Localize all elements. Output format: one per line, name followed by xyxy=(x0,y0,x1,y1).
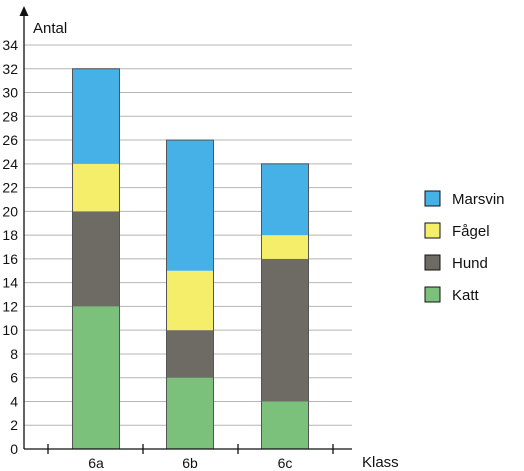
bar-segment-6b-katt xyxy=(166,377,214,449)
bar-segment-6a-katt xyxy=(72,306,120,449)
y-tick-label: 30 xyxy=(2,85,18,101)
y-tick-label: 32 xyxy=(2,61,18,77)
x-tick-label: 6c xyxy=(278,455,293,471)
axes xyxy=(19,6,352,450)
y-tick-label: 16 xyxy=(2,251,18,267)
x-tick-label: 6b xyxy=(182,455,198,471)
bar-segment-6a-fågel xyxy=(72,163,120,212)
bar-segment-6a-marsvin xyxy=(72,68,120,164)
x-axis-ticks: 6a 6b 6c xyxy=(47,444,334,471)
bar-segment-6c-katt xyxy=(261,401,309,449)
bar-segment-6c-fågel xyxy=(261,235,309,259)
legend-swatch xyxy=(424,254,441,271)
y-tick-label: 28 xyxy=(2,108,18,124)
y-tick-label: 22 xyxy=(2,180,18,196)
y-tick-label: 2 xyxy=(10,417,18,433)
y-tick-label: 0 xyxy=(10,441,18,457)
legend-swatch xyxy=(424,286,441,303)
bar-segment-6b-fågel xyxy=(166,270,214,331)
x-axis-title: Klass xyxy=(362,454,399,471)
legend-label: Hund xyxy=(452,255,488,272)
legend-label: Fågel xyxy=(452,223,490,240)
legend-swatch xyxy=(424,222,441,239)
legend: Marsvin Fågel Hund Katt xyxy=(424,190,505,304)
x-tick-label: 6a xyxy=(88,455,104,471)
y-tick-label: 4 xyxy=(10,393,18,409)
y-tick-label: 12 xyxy=(2,298,18,314)
bars xyxy=(72,68,309,450)
bar-segment-6b-hund xyxy=(166,330,214,378)
bar-segment-6b-marsvin xyxy=(166,140,214,271)
legend-label: Katt xyxy=(452,287,480,304)
y-tick-label: 34 xyxy=(2,37,18,53)
y-tick-label: 24 xyxy=(2,156,18,172)
legend-label: Marsvin xyxy=(452,191,505,208)
y-tick-label: 14 xyxy=(2,275,18,291)
y-tick-label: 26 xyxy=(2,132,18,148)
bar-segment-6a-hund xyxy=(72,211,120,307)
y-tick-label: 8 xyxy=(10,346,18,362)
y-tick-label: 6 xyxy=(10,370,18,386)
y-tick-label: 10 xyxy=(2,322,18,338)
y-axis-title: Antal xyxy=(33,20,67,37)
y-tick-label: 18 xyxy=(2,227,18,243)
bar-segment-6c-hund xyxy=(261,258,309,402)
legend-swatch xyxy=(424,190,441,207)
y-tick-label: 20 xyxy=(2,203,18,219)
y-axis-arrow xyxy=(19,6,29,16)
bar-segment-6c-marsvin xyxy=(261,163,309,236)
